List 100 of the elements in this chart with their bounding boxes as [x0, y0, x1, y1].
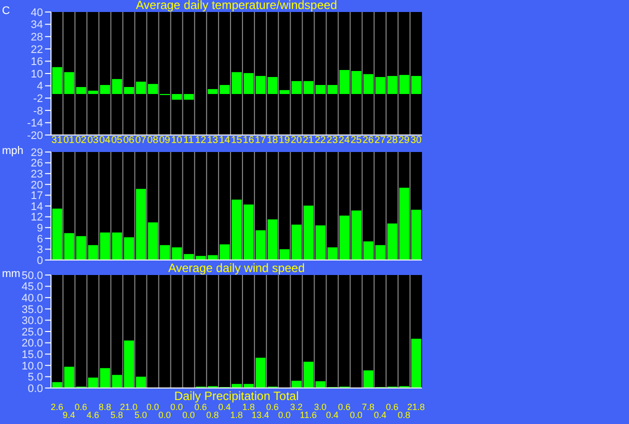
data-label: 5.8	[110, 410, 124, 420]
text: Daily Precipitation Total	[173, 389, 300, 403]
data-label: 1.8	[230, 410, 243, 420]
y-tick-label: 23	[30, 168, 43, 181]
y-tick-label: 22	[30, 44, 43, 56]
data-label: 0.0	[182, 410, 195, 420]
y-tick-label: -2	[33, 93, 43, 106]
x-tick-label: 22	[314, 135, 326, 146]
y-tick-label: 50.0	[22, 270, 43, 282]
data-label: 0.6	[266, 402, 279, 412]
y-tick-label: 10.0	[22, 360, 43, 372]
y-axis-title: C	[2, 5, 10, 18]
data-label: 2.6	[50, 402, 64, 412]
text: Average daily wind speed	[167, 261, 306, 275]
data-label: 21.0	[120, 402, 138, 412]
x-tick-label: 25	[350, 135, 362, 146]
data-label: 0.0	[170, 402, 183, 412]
y-tick-label: -20	[27, 130, 43, 142]
x-tick-label: 10	[171, 135, 183, 146]
data-label: 0.4	[326, 410, 338, 420]
data-label: 3.2	[290, 402, 303, 412]
chart-title: Average daily temperature/windspeed	[134, 0, 338, 12]
data-label: 0.8	[398, 410, 410, 420]
data-label: 3.0	[314, 402, 327, 412]
x-tick-label: 30	[410, 135, 422, 146]
y-tick-label: 20.0	[22, 338, 43, 350]
x-tick-label: 15	[230, 135, 242, 146]
data-label: 0.0	[146, 402, 159, 412]
x-tick-label: 27	[374, 135, 386, 146]
y-tick-label: 12	[30, 212, 43, 224]
y-tick-label: 14	[30, 200, 43, 213]
x-tick-label: 06	[123, 135, 135, 146]
data-label: 0.0	[157, 410, 171, 420]
x-tick-label: 01	[63, 135, 75, 146]
x-tick-label: 19	[278, 135, 290, 146]
data-label: 9.4	[62, 410, 76, 420]
y-tick-label: 40.0	[22, 292, 43, 305]
y-tick-label: 16	[30, 56, 43, 68]
x-tick-label: 05	[111, 135, 123, 146]
y-tick-label: 15.0	[22, 349, 43, 362]
y-tick-label: 40	[30, 6, 43, 19]
x-tick-label: 07	[135, 135, 147, 146]
data-label: 0.6	[194, 402, 207, 412]
x-tick-label: 09	[159, 135, 171, 146]
data-label: 11.6	[300, 410, 317, 420]
data-label: 0.6	[386, 402, 398, 412]
x-tick-label: 24	[338, 135, 350, 146]
x-tick-label: 04	[99, 135, 111, 146]
y-tick-label: 9	[36, 222, 43, 235]
y-axis-title: mm	[2, 268, 20, 281]
y-tick-label: 0	[36, 254, 43, 267]
data-label: 0.0	[278, 410, 291, 420]
data-label: 5.0	[133, 410, 148, 420]
y-tick-label: 34	[30, 19, 43, 32]
data-label: 0.6	[338, 402, 350, 412]
x-tick-label: 11	[183, 135, 194, 146]
y-tick-label: 5.0	[28, 372, 43, 384]
x-tick-label: 03	[87, 135, 99, 146]
y-tick-label: 17	[30, 190, 43, 202]
y-tick-label: 20	[30, 179, 43, 192]
x-tick-label: 14	[218, 135, 231, 146]
x-tick-label: 26	[362, 135, 374, 146]
y-axis-title: mph	[2, 145, 24, 158]
data-label: 0.4	[374, 410, 386, 420]
data-label: 7.8	[362, 402, 374, 412]
y-tick-label: 35.0	[22, 304, 43, 316]
data-label: 0.4	[218, 402, 231, 412]
x-tick-label: 16	[242, 135, 254, 146]
y-tick-label: 45.0	[22, 281, 43, 294]
x-tick-label: 21	[302, 135, 314, 146]
data-label: 1.8	[242, 402, 255, 412]
x-tick-label: 28	[386, 135, 398, 146]
y-tick-label: -8	[33, 105, 43, 118]
data-label: 8.8	[98, 402, 112, 412]
y-tick-label: 6	[36, 233, 43, 246]
x-tick-label: 29	[398, 135, 410, 146]
data-label: 4.6	[86, 410, 100, 420]
y-tick-label: -14	[27, 118, 43, 130]
y-tick-label: 29	[30, 146, 43, 159]
data-label: 0.0	[350, 410, 362, 420]
data-label: 0.6	[74, 402, 88, 412]
data-label: 0.8	[206, 410, 219, 420]
y-tick-label: 4	[36, 80, 43, 93]
x-tick-label: 31	[51, 135, 63, 146]
x-tick-label: 02	[75, 135, 87, 146]
x-tick-label: 12	[195, 135, 207, 146]
x-tick-label: 18	[266, 135, 278, 146]
x-tick-label: 23	[326, 135, 338, 146]
data-label: 13.4	[252, 410, 270, 420]
x-tick-label: 13	[207, 135, 219, 146]
y-tick-label: 26	[30, 158, 43, 170]
y-tick-label: 0.0	[28, 382, 43, 395]
x-tick-label: 20	[290, 135, 302, 146]
x-tick-label: 08	[147, 135, 159, 146]
y-tick-label: 3	[36, 244, 43, 256]
y-tick-label: 10	[30, 68, 43, 80]
data-label: 21.8	[407, 402, 426, 412]
y-tick-label: 25.0	[22, 326, 43, 338]
x-tick-label: 17	[254, 135, 266, 146]
y-tick-label: 28	[30, 32, 43, 44]
